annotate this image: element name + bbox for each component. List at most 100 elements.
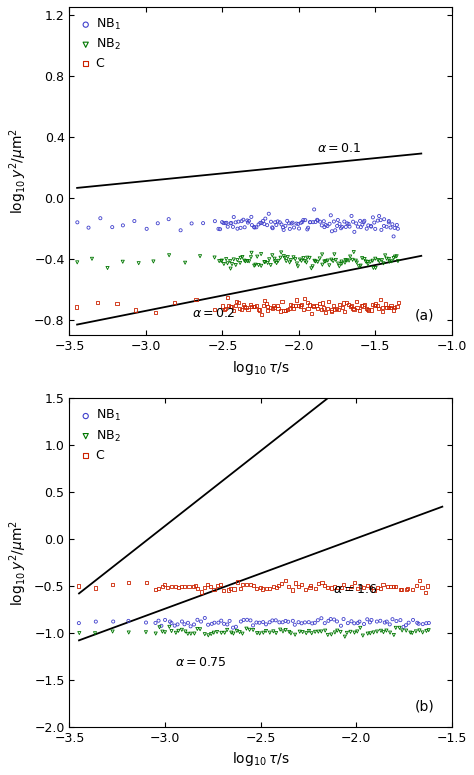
Point [320, 255, 328, 267]
Point [259, 583, 266, 595]
Point [298, 298, 305, 311]
Point [324, 581, 332, 594]
Point [387, 222, 394, 234]
Point [342, 221, 350, 233]
Point [303, 251, 311, 264]
Point [280, 305, 288, 317]
Point [369, 254, 376, 267]
Point [425, 617, 433, 629]
Point [391, 222, 399, 234]
Point [253, 627, 261, 639]
Point [253, 582, 260, 594]
Point [299, 626, 307, 639]
Point [165, 249, 173, 261]
Point [267, 215, 275, 228]
Point [306, 252, 313, 264]
Point [289, 584, 296, 596]
Legend: NB$_1$, NB$_2$, C: NB$_1$, NB$_2$, C [76, 405, 124, 465]
Point [282, 219, 289, 232]
Point [255, 617, 263, 629]
Point [224, 257, 231, 270]
Point [351, 626, 358, 639]
Point [405, 616, 412, 629]
Point [246, 255, 253, 267]
Point [394, 222, 401, 235]
Point [161, 614, 169, 626]
Point [340, 578, 347, 591]
Point [334, 581, 342, 594]
Point [413, 617, 421, 629]
Point [382, 250, 389, 262]
X-axis label: $\log_{10}\tau$/s: $\log_{10}\tau$/s [232, 750, 290, 768]
Point [261, 256, 269, 268]
Point [224, 221, 231, 233]
Point [356, 215, 364, 227]
Point [366, 616, 374, 629]
Point [303, 223, 311, 236]
Point [228, 217, 235, 229]
Point [333, 615, 341, 628]
Point [374, 582, 381, 594]
Point [361, 253, 368, 265]
Point [150, 255, 157, 267]
Point [322, 255, 329, 267]
Point [286, 257, 293, 269]
Text: $\alpha=1.6$: $\alpha=1.6$ [333, 583, 378, 595]
Point [164, 581, 172, 594]
Text: $\alpha=0.2$: $\alpha=0.2$ [192, 307, 236, 320]
Point [199, 217, 207, 229]
Point [285, 580, 292, 593]
Point [243, 622, 250, 635]
Point [185, 580, 193, 593]
Point [326, 218, 333, 230]
Point [309, 617, 316, 629]
Point [322, 219, 329, 231]
Point [265, 583, 273, 595]
Point [260, 626, 267, 639]
Point [220, 618, 228, 630]
Point [237, 252, 244, 264]
Point [376, 293, 384, 305]
Point [222, 217, 229, 229]
Point [184, 617, 192, 629]
Point [390, 230, 397, 243]
Point [297, 216, 305, 229]
Point [304, 222, 312, 234]
Point [338, 257, 346, 270]
Point [161, 578, 168, 591]
Point [374, 299, 382, 312]
Point [207, 628, 215, 640]
Point [218, 254, 226, 267]
Point [269, 615, 276, 627]
Point [104, 262, 111, 274]
Point [299, 303, 307, 315]
Point [341, 631, 349, 643]
Point [296, 625, 303, 638]
Point [227, 217, 234, 229]
Point [292, 299, 299, 312]
Point [289, 615, 297, 627]
Point [359, 300, 367, 312]
Point [383, 615, 391, 628]
Point [234, 254, 241, 267]
Point [395, 296, 402, 308]
Point [314, 215, 321, 227]
Point [303, 296, 311, 308]
Point [281, 252, 289, 264]
Point [340, 305, 348, 318]
Point [300, 252, 307, 264]
Point [365, 219, 372, 232]
Point [312, 215, 319, 228]
Point [321, 579, 328, 591]
Point [258, 217, 265, 229]
Point [277, 252, 284, 264]
Point [361, 215, 368, 227]
Point [239, 628, 246, 640]
Point [259, 300, 267, 312]
Point [237, 257, 244, 269]
Point [75, 627, 83, 639]
Point [267, 259, 274, 271]
Point [242, 301, 250, 313]
Point [237, 583, 245, 595]
Point [155, 615, 163, 627]
